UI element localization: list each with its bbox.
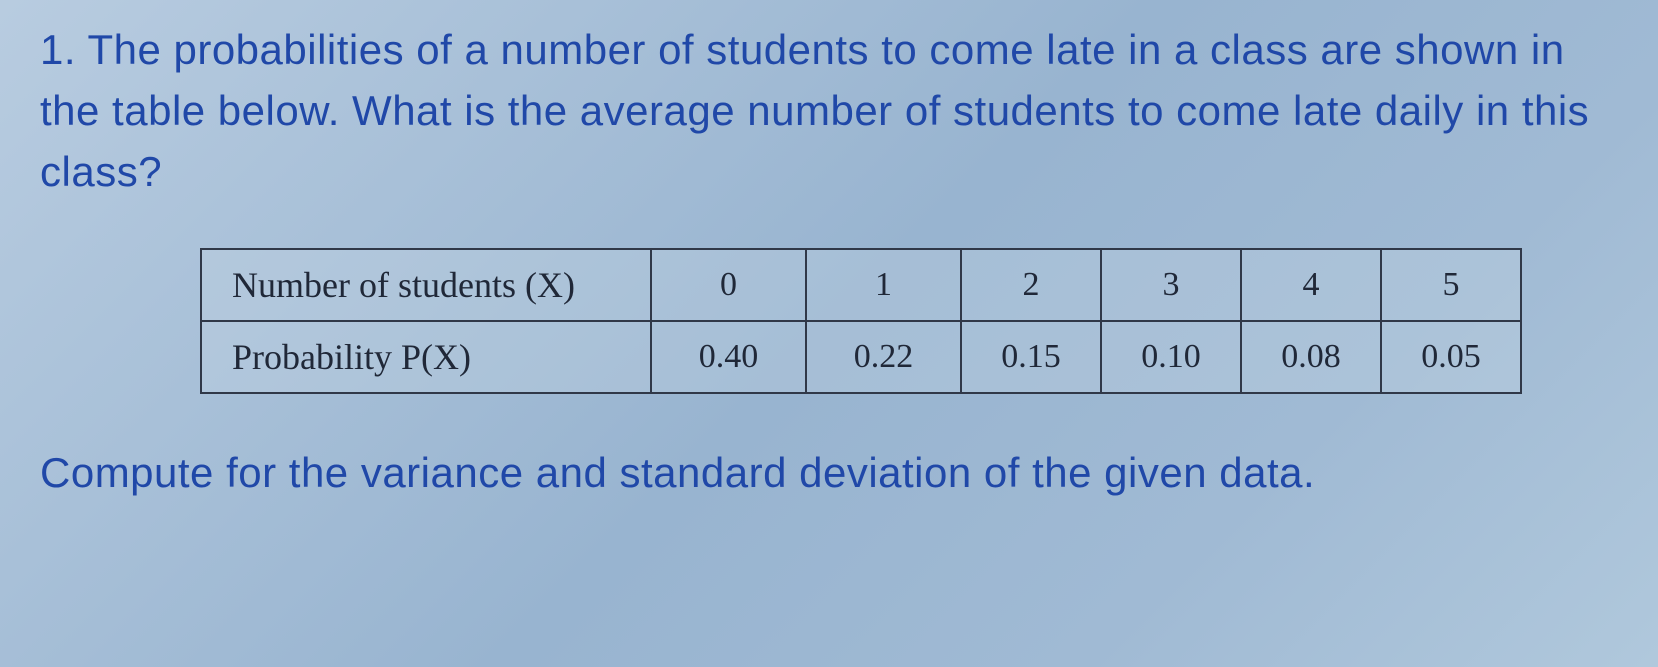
table-cell: 0.40 — [651, 321, 806, 393]
table-cell: 0.08 — [1241, 321, 1381, 393]
row-header: Probability P(X) — [201, 321, 651, 393]
table-cell: 3 — [1101, 249, 1241, 321]
table-cell: 2 — [961, 249, 1101, 321]
table-cell: 0.10 — [1101, 321, 1241, 393]
table-cell: 1 — [806, 249, 961, 321]
table-cell: 0.15 — [961, 321, 1101, 393]
table-row: Number of students (X) 0 1 2 3 4 5 — [201, 249, 1521, 321]
row-header: Number of students (X) — [201, 249, 651, 321]
question-text: 1. The probabilities of a number of stud… — [40, 20, 1618, 203]
instruction-text: Compute for the variance and standard de… — [40, 444, 1618, 503]
table-cell: 0.22 — [806, 321, 961, 393]
probability-table: Number of students (X) 0 1 2 3 4 5 Proba… — [200, 248, 1522, 394]
table-cell: 4 — [1241, 249, 1381, 321]
table-cell: 0 — [651, 249, 806, 321]
table-row: Probability P(X) 0.40 0.22 0.15 0.10 0.0… — [201, 321, 1521, 393]
table-cell: 0.05 — [1381, 321, 1521, 393]
table-cell: 5 — [1381, 249, 1521, 321]
